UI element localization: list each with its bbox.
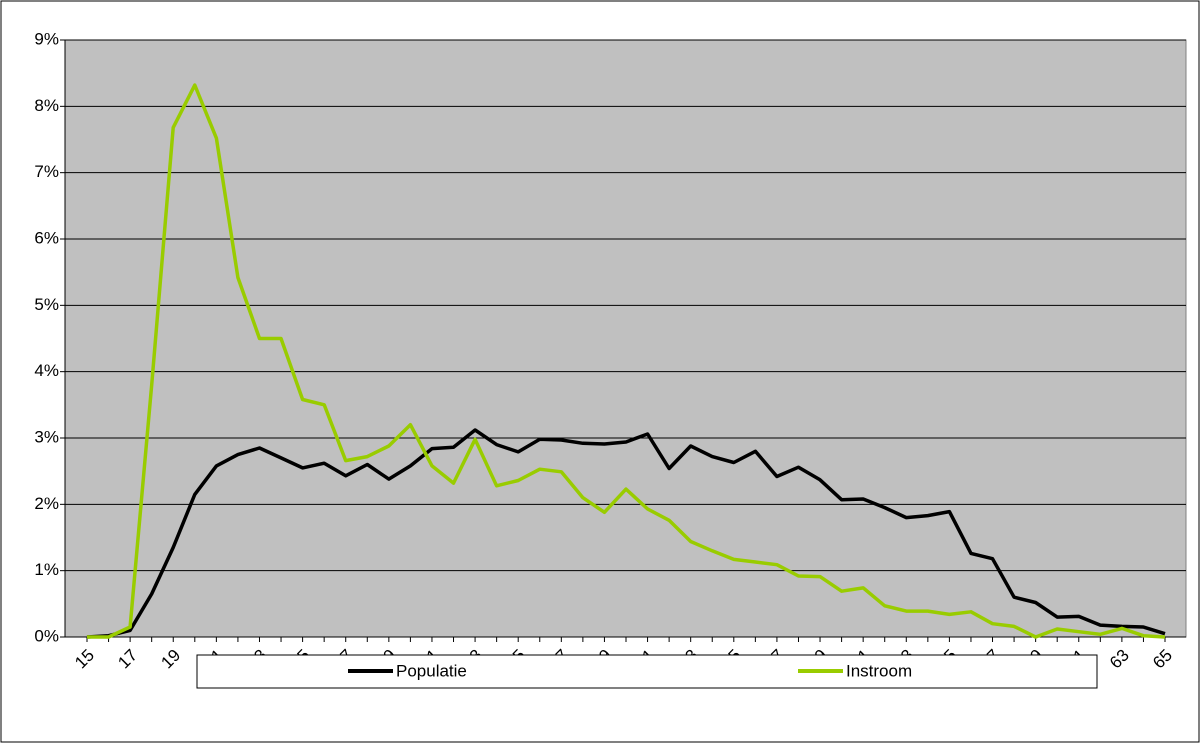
y-tick-label: 4% (34, 361, 59, 380)
y-tick-label: 2% (34, 494, 59, 513)
series-line (86, 428, 1166, 639)
y-tick-label: 9% (34, 29, 59, 48)
y-tick-label: 8% (34, 96, 59, 115)
legend-label: Populatie (396, 661, 467, 680)
series-line (87, 83, 1166, 639)
legend: Populatie Instroom (196, 654, 1098, 689)
y-tick-label: 0% (34, 626, 59, 645)
y-tick-label: 5% (34, 295, 59, 314)
plot-area (64, 39, 1187, 638)
y-tick-label: 6% (34, 228, 59, 247)
y-tick-label: 3% (34, 427, 59, 446)
y-tick-label: 7% (34, 162, 59, 181)
y-tick-label: 1% (34, 560, 59, 579)
legend-label: Instroom (846, 661, 912, 680)
legend-box (196, 654, 1098, 689)
